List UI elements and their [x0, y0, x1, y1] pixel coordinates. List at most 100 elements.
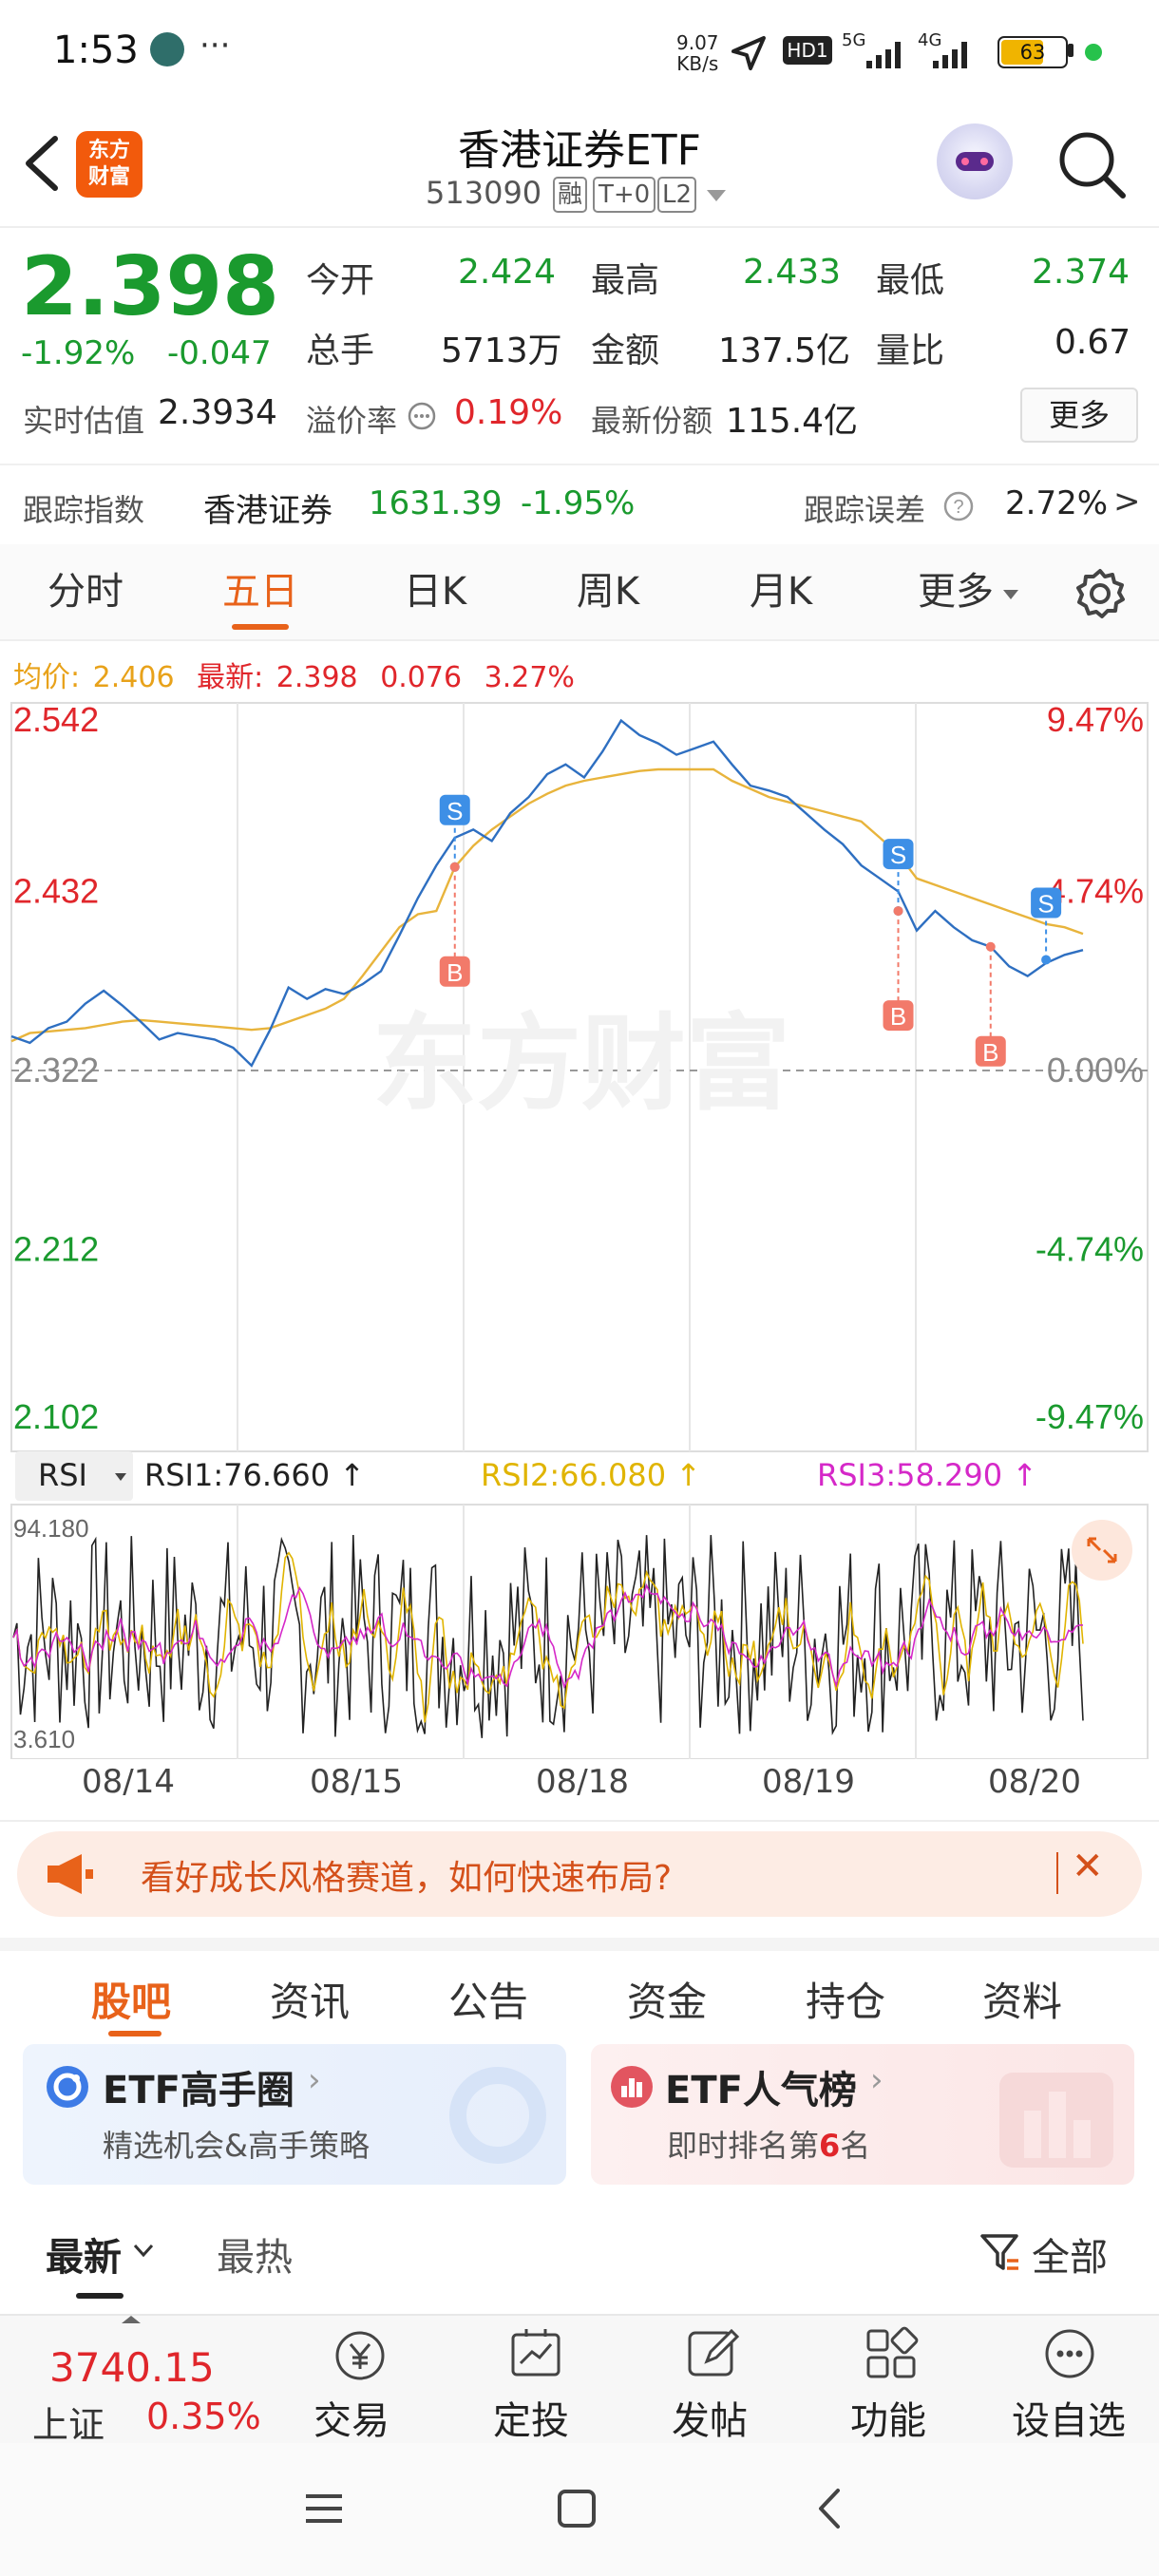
trade-marker-label: B	[446, 958, 463, 987]
nav-functions[interactable]: 功能	[817, 2316, 960, 2445]
y-axis-right-tick: 0.00%	[1047, 1051, 1144, 1089]
y-axis-right-tick: 9.47%	[1047, 700, 1144, 739]
etf-popularity-card[interactable]: ETF人气榜 › 即时排名第6名	[591, 2044, 1134, 2185]
tracking-error-label: 跟踪误差	[804, 492, 926, 528]
nav-invest-plan-label: 定投	[493, 2399, 569, 2443]
location-icon	[732, 36, 766, 70]
expand-icon[interactable]	[1072, 1520, 1132, 1581]
nav-invest-plan[interactable]: 定投	[460, 2316, 602, 2445]
signal-5g-label: 5G	[842, 30, 866, 50]
tracking-index-row[interactable]: 跟踪指数 香港证券 1631.39 -1.95% 跟踪误差 ? 2.72% >	[0, 464, 1159, 548]
settings-gear-icon[interactable]	[1074, 567, 1127, 620]
tab-forum-indicator	[108, 2031, 162, 2036]
back-icon[interactable]	[21, 133, 63, 194]
volume-ratio-value: 0.67	[1054, 323, 1131, 362]
more-button[interactable]: 更多	[1020, 388, 1138, 443]
filter-all[interactable]: 全部	[1032, 2236, 1108, 2280]
quote-panel: 2.398 -1.92% -0.047 今开 2.424 最高 2.433 最低…	[0, 226, 1159, 464]
more-notifications: ···	[200, 27, 231, 65]
date-axis: 08/14 08/15 08/18 08/19 08/20	[0, 1763, 1159, 1822]
assistant-avatar[interactable]	[937, 123, 1013, 199]
collapse-arrow-icon[interactable]	[120, 2314, 142, 2325]
open-value: 2.424	[458, 253, 557, 292]
tab-forum[interactable]: 股吧	[91, 1979, 172, 2025]
notification-icon	[150, 32, 184, 66]
trade-marker-label: B	[890, 1002, 906, 1031]
status-bar: 1:53 ··· 9.07 KB/s HD1 5G 4G 63	[0, 0, 1159, 104]
svg-text:?: ?	[953, 497, 963, 518]
chevron-right-icon: >	[1113, 483, 1141, 521]
trade-marker-label: B	[982, 1038, 998, 1067]
nav-add-watchlist[interactable]: 设自选	[998, 2316, 1140, 2445]
chevron-down-icon	[115, 1473, 126, 1481]
tab-profile[interactable]: 资料	[982, 1979, 1063, 2025]
net-speed: 9.07 KB/s	[676, 32, 719, 74]
indicator-selector[interactable]: RSI	[15, 1451, 133, 1501]
help-icon[interactable]: ?	[942, 490, 975, 522]
premium-value: 0.19%	[454, 393, 563, 432]
app-logo[interactable]: 东方 财富	[76, 131, 142, 198]
tab-weekly-k[interactable]: 周K	[576, 570, 640, 614]
amount-label: 金额	[591, 331, 660, 370]
chevron-down-icon[interactable]	[705, 188, 728, 203]
average-price-line	[10, 767, 1084, 1043]
rsi2-value: RSI2:66.080 ↑	[481, 1457, 701, 1493]
rsi1-value: RSI1:76.660 ↑	[144, 1457, 365, 1493]
filter-icon[interactable]	[978, 2230, 1022, 2274]
home-icon[interactable]	[555, 2487, 598, 2530]
tab-monthly-k[interactable]: 月K	[749, 570, 813, 614]
tab-intraday[interactable]: 分时	[48, 570, 124, 614]
trade-marker-label: S	[446, 797, 463, 825]
sort-hot[interactable]: 最热	[217, 2236, 293, 2280]
price-chart[interactable]: 东方财富 2.542 2.432 2.322 2.212 2.102 9.47% 4.74%…	[0, 693, 1159, 1453]
shares-label: 最新份额	[591, 403, 713, 439]
banner-text: 看好成长风格赛道，如何快速布局?	[141, 1859, 673, 1898]
low-value: 2.374	[1032, 253, 1130, 292]
t0-tag: T+0	[593, 177, 656, 213]
volume-label: 总手	[306, 331, 375, 370]
more-icon	[1045, 2329, 1094, 2378]
logo-text-1: 东方	[87, 139, 130, 162]
sort-indicator	[76, 2293, 124, 2299]
y-axis-left-tick: 2.322	[13, 1051, 99, 1089]
date-label-4: 08/19	[762, 1763, 855, 1801]
l2-tag: L2	[657, 177, 697, 213]
info-icon[interactable]	[407, 401, 437, 431]
promo-banner[interactable]: 看好成长风格赛道，如何快速布局? ✕	[17, 1831, 1142, 1917]
etf-expert-card[interactable]: ETF高手圈 › 精选机会&高手策略	[23, 2044, 566, 2185]
megaphone-icon	[48, 1854, 93, 1894]
nav-trade[interactable]: 交易	[280, 2316, 423, 2445]
grid-icon	[866, 2326, 919, 2378]
sort-latest[interactable]: 最新	[46, 2236, 122, 2280]
tab-five-day[interactable]: 五日	[203, 544, 317, 639]
chart-period-tabs: 分时 五日 日K 周K 月K 更多	[0, 544, 1159, 641]
market-index-value[interactable]: 3740.15	[49, 2344, 215, 2391]
back-nav-icon[interactable]	[809, 2487, 853, 2530]
premium-label: 溢价率	[306, 403, 398, 439]
stock-header: 东方 财富 香港证券ETF 513090 融 T+0 L2	[0, 104, 1159, 228]
tab-daily-k[interactable]: 日K	[403, 570, 467, 614]
tab-news[interactable]: 资讯	[270, 1979, 351, 2025]
battery-icon: 63	[998, 36, 1068, 68]
rsi-chart[interactable]: 94.180 3.610	[0, 1501, 1159, 1759]
menu-icon[interactable]	[302, 2487, 346, 2530]
tab-capital[interactable]: 资金	[627, 1979, 708, 2025]
trade-marker-dot	[1041, 955, 1052, 965]
nav-post[interactable]: 发帖	[638, 2316, 781, 2445]
etf-expert-subtitle: 精选机会&高手策略	[103, 2128, 370, 2164]
trade-marker-label: S	[890, 841, 906, 869]
tab-more[interactable]: 更多	[918, 570, 994, 614]
close-icon[interactable]: ✕	[1072, 1845, 1104, 1888]
rsi-bottom-label: 3.610	[13, 1725, 75, 1753]
trade-marker-label: S	[1037, 889, 1054, 918]
etf-popularity-subtitle: 即时排名第6名	[667, 2122, 870, 2166]
tab-holdings[interactable]: 持仓	[806, 1979, 886, 2025]
search-icon[interactable]	[1056, 129, 1129, 201]
volume-ratio-label: 量比	[876, 331, 945, 370]
tracking-label: 跟踪指数	[23, 492, 145, 528]
trade-marker-dot	[893, 906, 903, 917]
tab-announcements[interactable]: 公告	[448, 1979, 529, 2025]
hd-badge: HD1	[783, 36, 832, 65]
signal-4g-label: 4G	[918, 30, 942, 50]
sell-marker	[883, 839, 914, 870]
